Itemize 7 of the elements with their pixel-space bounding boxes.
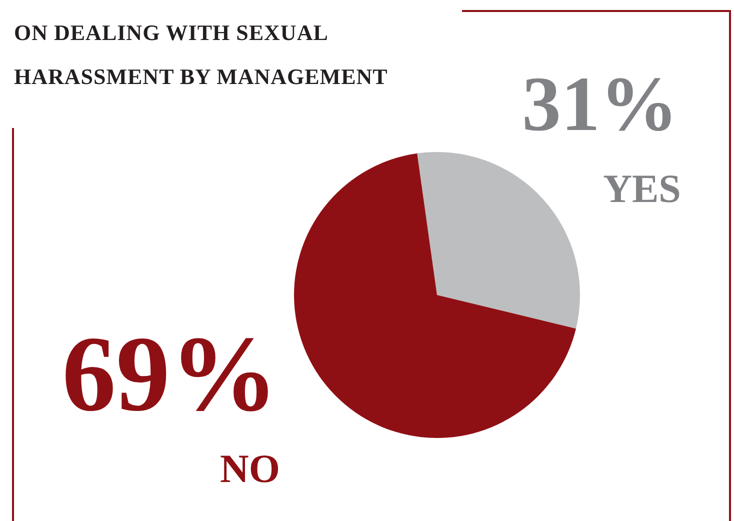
slice-label: NO [220,446,280,491]
slice-label: YES [603,166,681,211]
data-label: 31% [522,60,678,147]
pie-slice [417,152,580,329]
data-label: 69% [62,315,278,434]
chart-title: ON DEALING WITH SEXUAL HARASSMENT BY MANAGEMENT [14,20,388,89]
pie-slice [294,153,576,438]
